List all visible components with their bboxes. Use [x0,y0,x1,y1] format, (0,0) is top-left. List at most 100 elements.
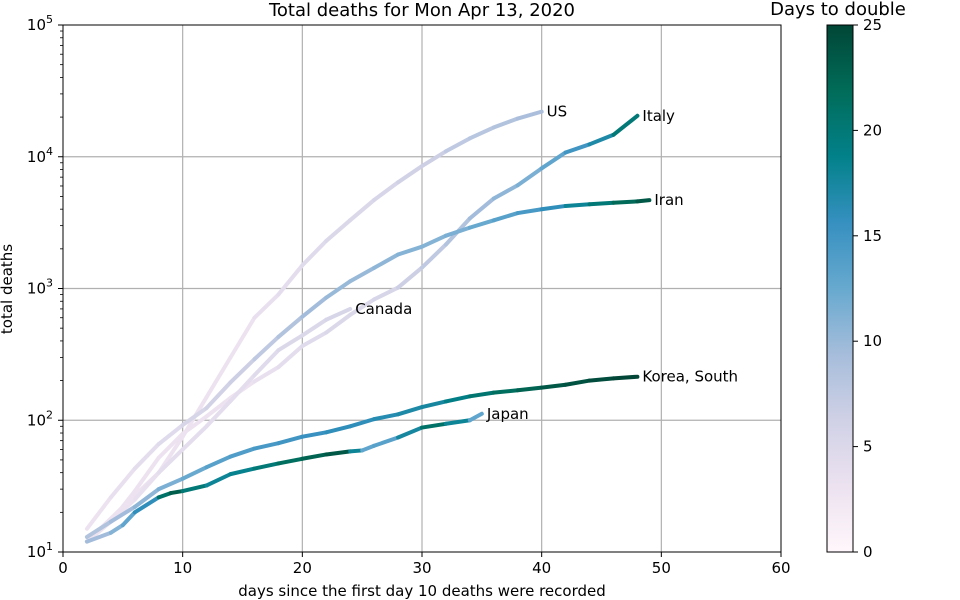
series-segment [180,483,209,494]
series-segment [120,510,137,528]
series-segment [252,365,281,384]
series-segment [611,199,640,205]
series-segment [420,233,448,249]
series-segment [252,292,281,320]
series-segment [491,388,520,395]
y-tick-label: 104 [27,145,53,166]
series-segment [108,523,125,535]
series-segment [420,242,448,270]
series-label-us: US [547,103,568,121]
colorbar-tick-label: 0 [863,543,873,561]
series-segment [168,489,185,496]
series-segment [252,441,281,451]
series-segment [348,197,377,223]
x-tick-label: 40 [532,559,551,577]
y-axis-label: total deaths [0,244,16,334]
series-segment [156,447,185,475]
series-segment [515,385,544,393]
series-segment [563,202,592,208]
series-segment [348,417,377,429]
colorbar-gradient [826,24,854,553]
series-segment [563,142,592,155]
series-segment [276,263,305,297]
chart-title: Total deaths for Mon Apr 13, 2020 [268,0,575,21]
series-segment [300,452,329,461]
series-segment [372,252,401,270]
series-italy: Italy [84,107,675,544]
series-segment [252,348,281,378]
series-segment [324,312,353,335]
series-segment [563,378,592,387]
series-label-canada: Canada [355,300,412,318]
series-segment [491,211,520,223]
series-segment [84,519,113,539]
x-tick-label: 50 [652,559,671,577]
series-segment [611,113,640,137]
series-segment [467,125,496,141]
series-segment [132,487,161,509]
y-tick-label: 101 [27,540,53,561]
series-segment [156,431,185,460]
series-korea-south: Korea, South [84,368,738,539]
series-segment [515,109,544,121]
series-segment [300,330,329,349]
series-segment [132,442,161,471]
series-segment [228,315,257,360]
series-segment [252,334,281,362]
series-japan: Japan [84,405,529,544]
series-segment [396,405,424,417]
series-segment [276,434,305,446]
series-segment [443,225,472,238]
y-tick-label: 102 [27,408,53,429]
series-label-japan: Japan [486,405,529,423]
series-segment [300,430,329,439]
x-tick-label: 10 [173,559,192,577]
series-segment [252,461,281,471]
series-segment [180,405,209,428]
series-segment [396,265,424,290]
axes: 0 10 20 30 40 50 60 101 102 103 104 105 [27,13,791,577]
series-segment [587,200,616,207]
series-segment [108,504,137,524]
series-segment [443,394,472,404]
series-segment [443,418,472,426]
series-segment [276,344,305,370]
series-segment [420,421,448,430]
series-segment [539,150,568,171]
x-tick-label: 60 [771,559,790,577]
series-segment [372,180,401,202]
series-segment [180,424,209,452]
colorbar: Days to double 0 5 10 15 20 25 [770,0,906,561]
series-segment [324,218,353,243]
series-segment [84,530,113,544]
series-segment [276,314,305,339]
series-segment [372,285,401,302]
series-segment [396,425,424,440]
series-segment [348,297,377,317]
series-segment [228,466,257,477]
x-tick-label: 20 [293,559,312,577]
series-segment [443,136,472,154]
series-segment [324,424,353,435]
series-segment [156,423,185,447]
series-segment [611,374,640,381]
series-segment [300,317,329,338]
series-segment [132,495,161,515]
x-tick-label: 0 [58,559,68,577]
series-segment [360,443,377,453]
colorbar-title: Days to double [770,0,906,20]
y-tick-label: 103 [27,277,53,298]
x-axis-label: days since the first day 10 deaths were … [238,582,606,600]
series-segment [635,198,652,204]
series-segment [156,491,173,500]
colorbar-tick-label: 20 [863,121,882,139]
series-segment [587,376,616,383]
y-tick-label: 105 [27,13,53,34]
series-segment [324,306,353,322]
series-label-korea-south: Korea, South [642,368,738,386]
series-label-italy: Italy [642,107,675,125]
series-segment [108,466,137,500]
series-segment [228,373,257,403]
colorbar-tick-label: 5 [863,438,873,456]
series-segment [204,472,233,488]
